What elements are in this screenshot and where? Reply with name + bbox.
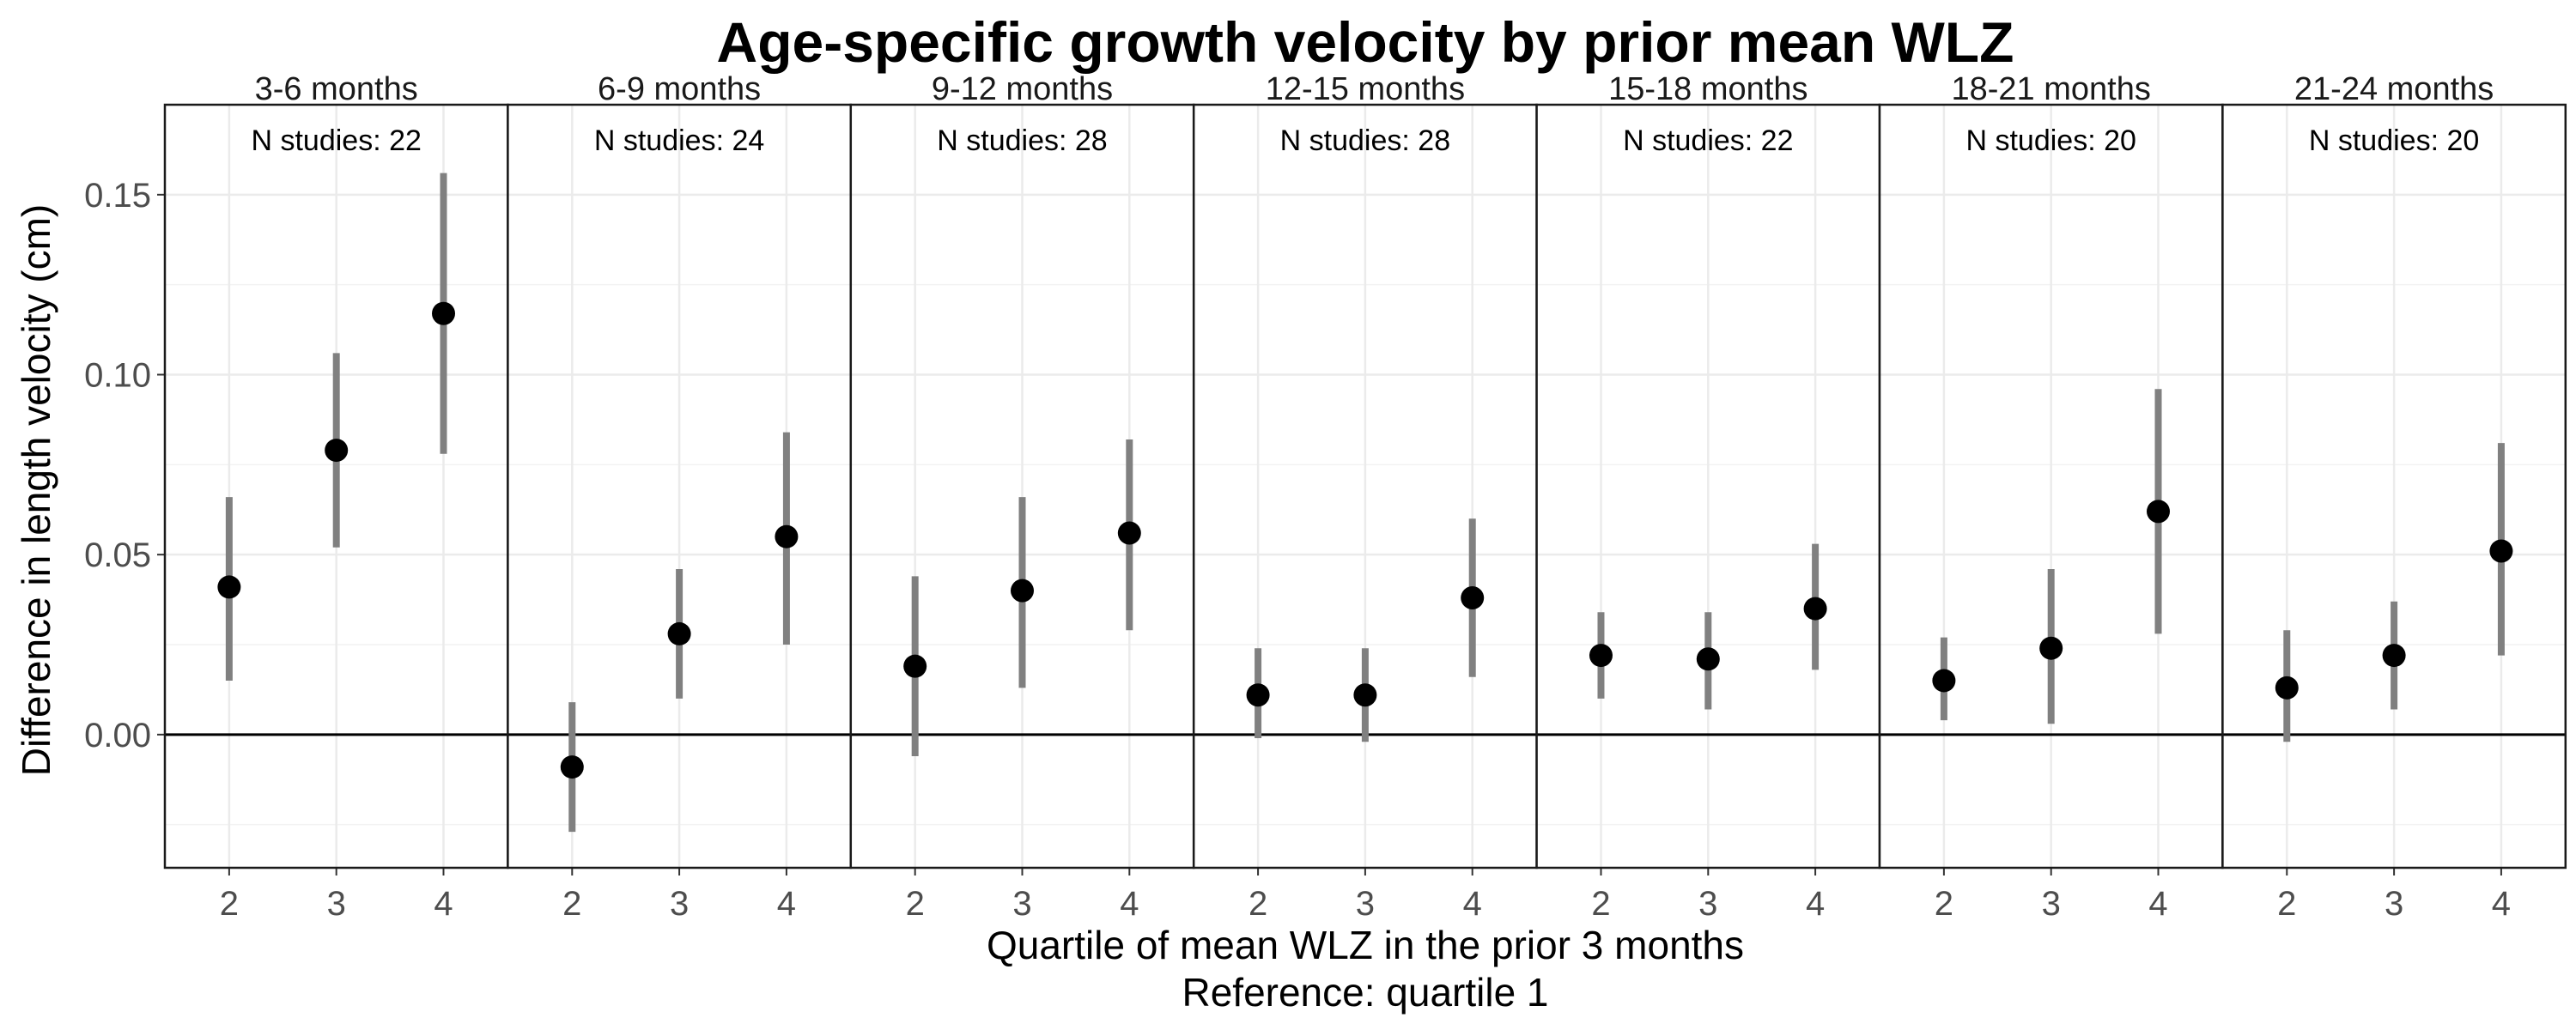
x-tick-label: 3 [1698, 885, 1717, 923]
data-point [1589, 644, 1613, 668]
x-tick-label: 4 [1806, 885, 1825, 923]
data-point [2489, 539, 2513, 563]
data-point [2147, 500, 2171, 524]
data-point [1696, 647, 1720, 671]
n-studies-label: N studies: 28 [937, 124, 1107, 157]
x-tick-label: 4 [1120, 885, 1139, 923]
facet-strip-label: 21-24 months [2294, 71, 2494, 107]
n-studies-label: N studies: 28 [1280, 124, 1450, 157]
data-point [1353, 683, 1377, 707]
data-point [1117, 521, 1141, 545]
x-tick-label: 3 [2385, 885, 2403, 923]
facet-strip-label: 3-6 months [255, 71, 418, 107]
data-point [1803, 597, 1827, 621]
n-studies-label: N studies: 22 [1623, 124, 1793, 157]
x-tick-label: 2 [562, 885, 581, 923]
facet-panel: 12-15 months N studies: 28 2 3 4 [1192, 71, 1538, 923]
y-axis-title: Difference in length velocity (cm) [14, 204, 58, 776]
x-tick-label: 4 [2492, 885, 2511, 923]
y-tick-label: 0.00 [84, 717, 151, 754]
x-tick-label: 2 [220, 885, 239, 923]
data-point [1461, 585, 1485, 609]
facet-strip-label: 15-18 months [1608, 71, 1807, 107]
data-point [432, 301, 456, 325]
facet-strip-label: 18-21 months [1952, 71, 2151, 107]
data-point [775, 524, 799, 548]
panel-border [2221, 103, 2567, 869]
x-tick-label: 2 [2277, 885, 2296, 923]
facet-strip-label: 12-15 months [1266, 71, 1465, 107]
data-point [2382, 644, 2406, 668]
x-tick-label: 4 [2148, 885, 2167, 923]
facet-panel: 15-18 months N studies: 22 2 3 4 [1535, 71, 1881, 923]
data-point [1246, 683, 1270, 707]
n-studies-label: N studies: 24 [594, 124, 764, 157]
y-axis: 0.00 0.05 0.10 0.15 [84, 177, 165, 754]
facet-panel: 21-24 months N studies: 20 2 3 4 [2221, 71, 2567, 923]
n-studies-label: N studies: 20 [1965, 124, 2136, 157]
facet-panel: 3-6 months N studies: 22 2 3 4 [163, 71, 509, 923]
facet-panel: 9-12 months N studies: 28 2 3 4 [849, 71, 1195, 923]
facet-strip-label: 9-12 months [932, 71, 1113, 107]
x-tick-label: 2 [1935, 885, 1953, 923]
x-tick-label: 3 [1356, 885, 1375, 923]
facet-strip-label: 6-9 months [598, 71, 761, 107]
n-studies-label: N studies: 22 [251, 124, 421, 157]
x-tick-label: 3 [670, 885, 689, 923]
data-point [1932, 669, 1956, 693]
y-tick-label: 0.15 [84, 177, 151, 215]
y-tick-label: 0.05 [84, 536, 151, 574]
data-point [2275, 676, 2299, 700]
chart-title: Age-specific growth velocity by prior me… [717, 10, 2014, 74]
x-tick-label: 4 [434, 885, 453, 923]
x-tick-label: 3 [327, 885, 346, 923]
x-tick-label: 4 [1463, 885, 1482, 923]
x-tick-label: 2 [1591, 885, 1610, 923]
x-tick-label: 2 [906, 885, 925, 923]
x-tick-label: 3 [1012, 885, 1031, 923]
y-tick-label: 0.10 [84, 357, 151, 395]
facet-panel: 6-9 months N studies: 24 2 3 4 [507, 71, 853, 923]
data-point [2039, 636, 2063, 660]
x-axis-title: Quartile of mean WLZ in the prior 3 mont… [987, 923, 1744, 967]
x-axis-subtitle: Reference: quartile 1 [1182, 970, 1548, 1015]
data-point [560, 755, 584, 779]
data-point [903, 654, 927, 678]
data-point [667, 621, 691, 645]
data-point [325, 439, 349, 463]
facet-panels: 3-6 months N studies: 22 2 3 4 6-9 months N st… [163, 71, 2567, 923]
data-point [217, 575, 241, 599]
n-studies-label: N studies: 20 [2309, 124, 2479, 157]
facet-panel: 18-21 months N studies: 20 2 3 4 [1878, 71, 2224, 923]
x-tick-label: 4 [777, 885, 796, 923]
x-tick-label: 2 [1249, 885, 1267, 923]
x-tick-label: 3 [2042, 885, 2061, 923]
data-point [1011, 579, 1034, 603]
